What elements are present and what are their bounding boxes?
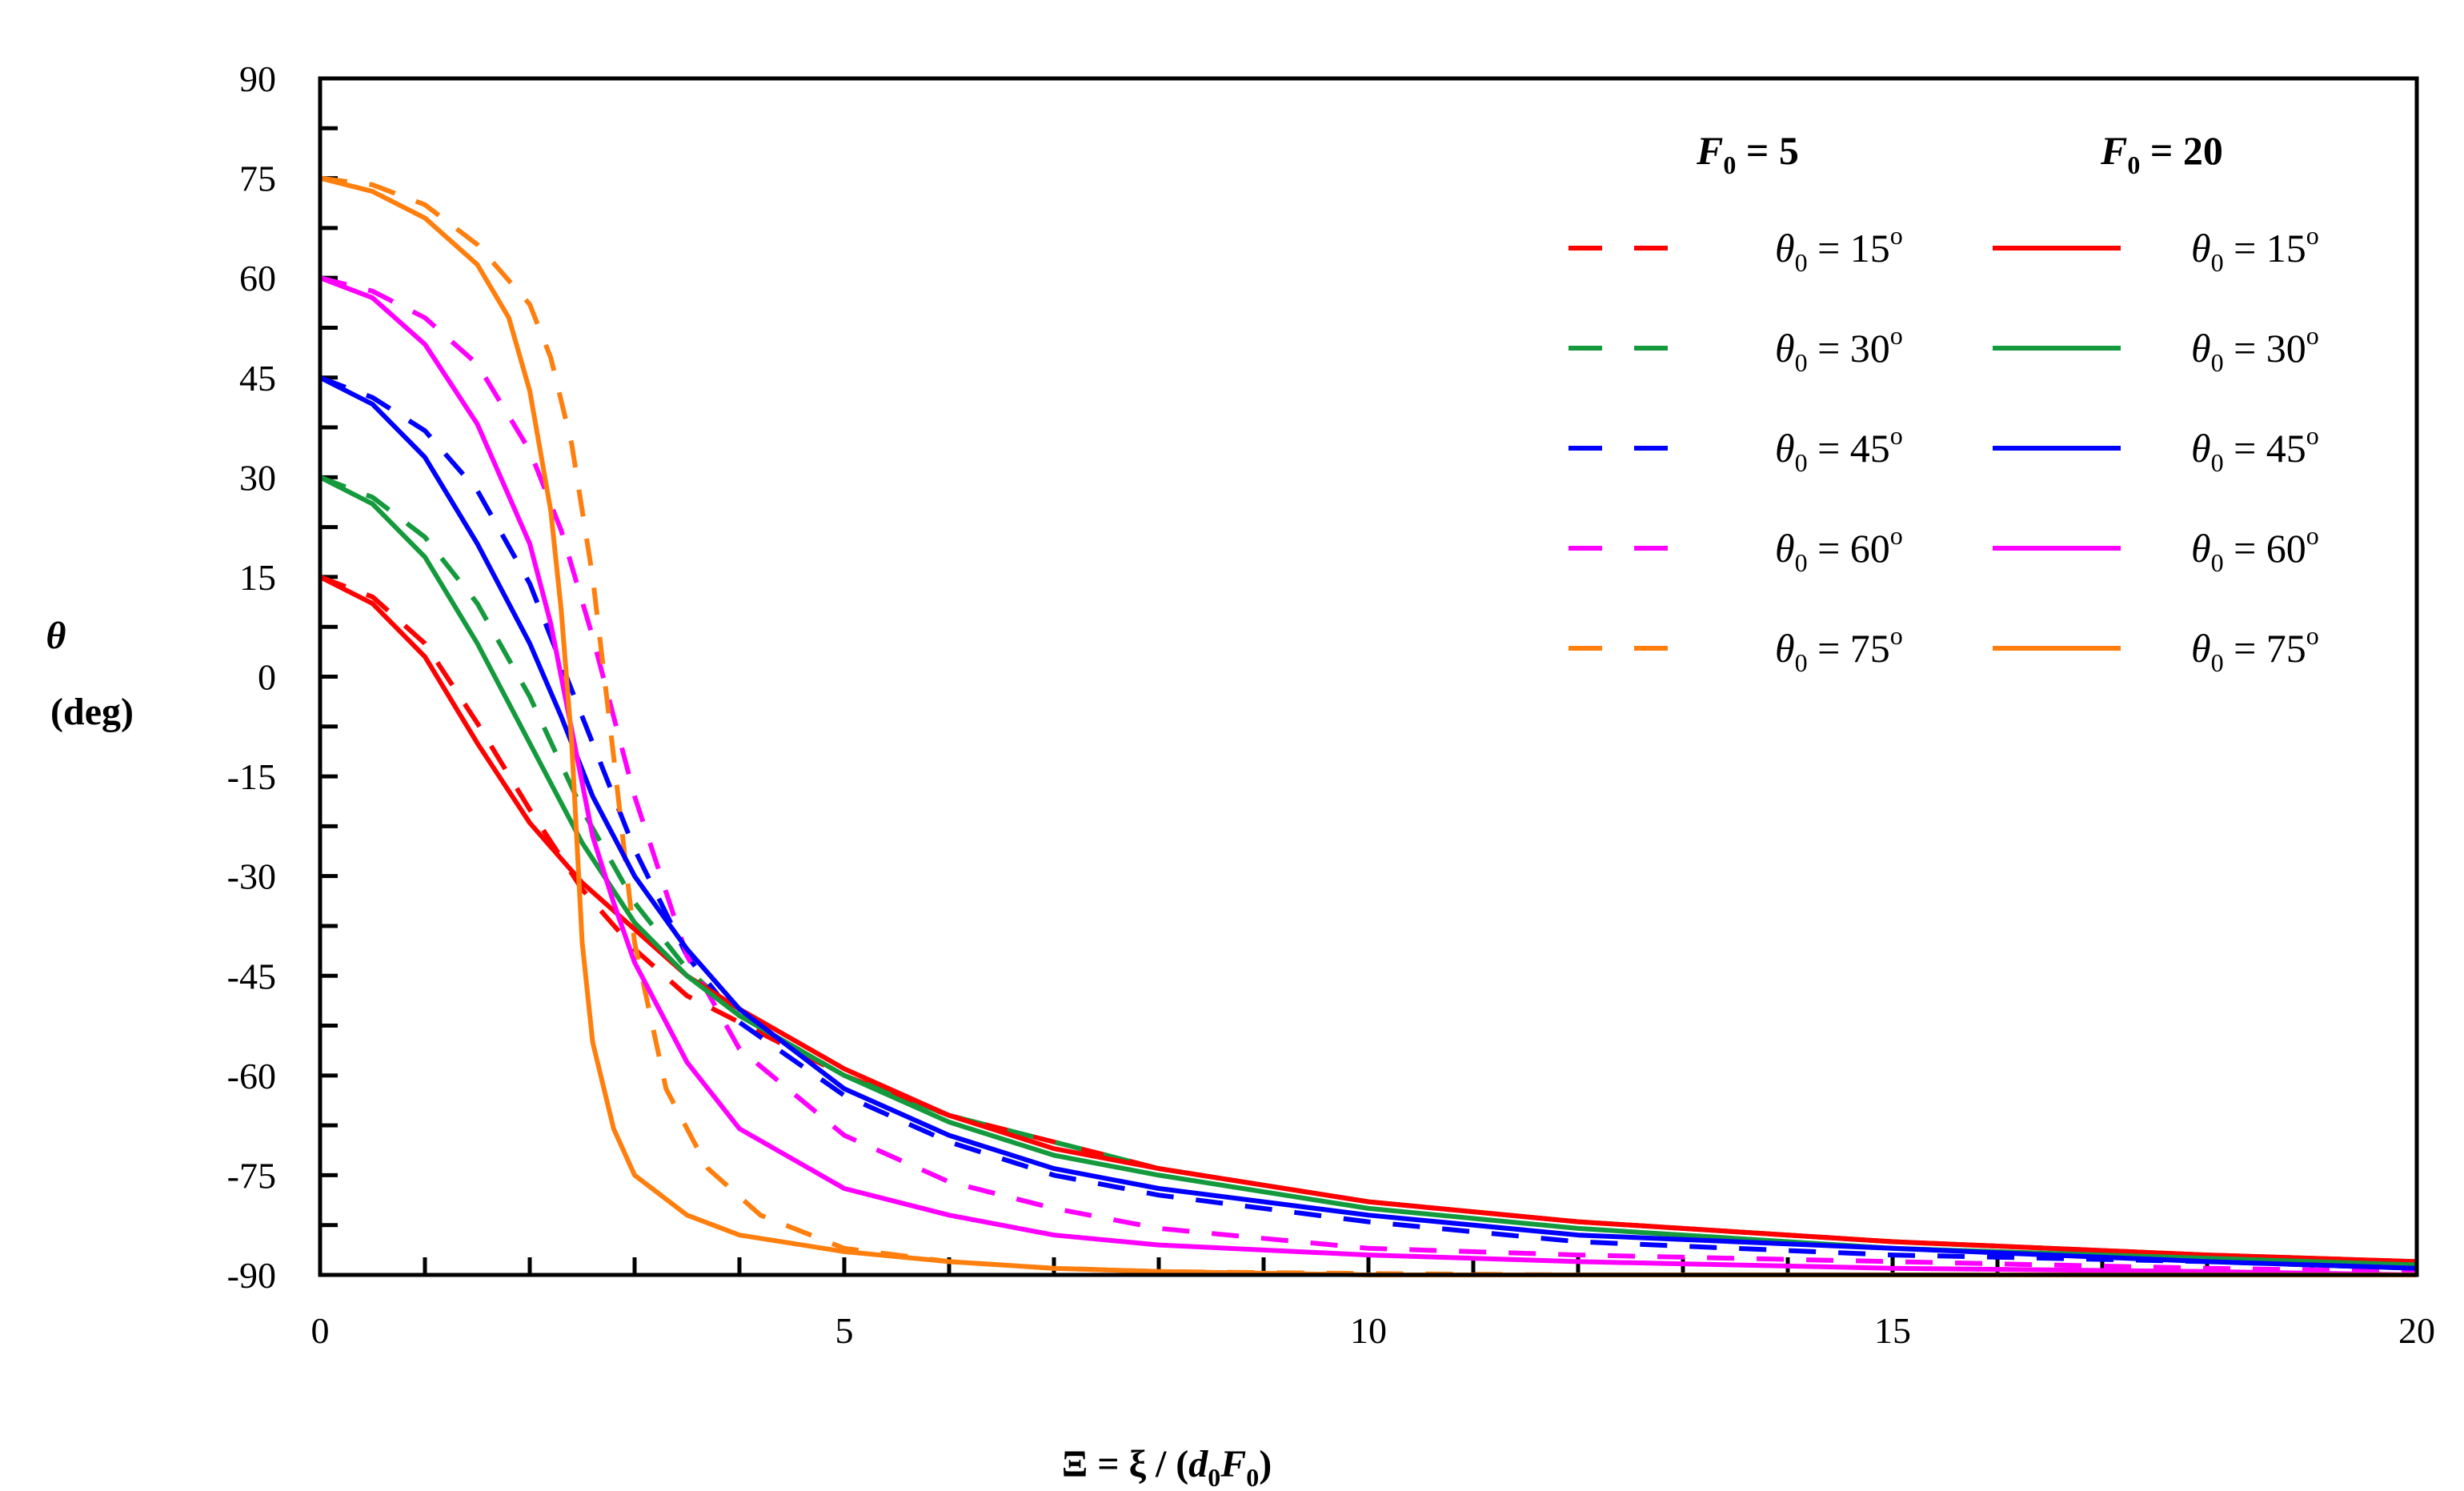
legend-label: θ0 = 15o: [2191, 221, 2319, 277]
y-tick-label: -15: [227, 756, 276, 797]
y-tick-label: 45: [239, 358, 276, 399]
x-axis-d: d: [1188, 1443, 1208, 1485]
y-tick-label: 30: [239, 457, 276, 498]
y-axis-symbol: θ: [46, 615, 66, 657]
tick-labels: 0 5 10 15 20 90 75 60 45 30 15 0 -15 -30 -45 -60 -75 -90: [227, 58, 2435, 1351]
y-tick-label: 60: [239, 258, 276, 299]
x-tick-label: 5: [835, 1310, 854, 1351]
legend-rows: θ0 = 15o θ0 = 15o θ0 = 30o θ0 = 30o θ0 = 45o…: [1569, 221, 2319, 677]
series-line: [319, 375, 2418, 1271]
x-tick-label: 15: [1874, 1310, 1911, 1351]
axis-ticks: [318, 76, 2419, 1277]
y-tick-label: 75: [239, 158, 276, 199]
x-axis-title: Ξ = ξ / (d0F0): [1062, 1443, 1272, 1491]
legend-label: θ0 = 75o: [2191, 621, 2319, 677]
legend-label: θ0 = 75o: [1775, 621, 1903, 677]
y-tick-label: 90: [239, 58, 276, 99]
x-tick-label: 20: [2398, 1310, 2435, 1351]
y-tick-label: -75: [227, 1155, 276, 1196]
x-axis-F-sub: 0: [1246, 1463, 1259, 1491]
series-line: [319, 475, 2418, 1268]
legend-label: θ0 = 45o: [2191, 421, 2319, 477]
legend-label: θ0 = 15o: [1775, 221, 1903, 277]
x-axis-F: F: [1220, 1443, 1246, 1485]
y-tick-label: -30: [227, 856, 276, 897]
series-line: [319, 475, 2418, 1265]
y-axis-title: θ (deg): [46, 615, 134, 733]
x-axis-lead: Ξ = ξ / (: [1062, 1443, 1189, 1485]
series-layer: [319, 175, 2418, 1277]
series-line: [319, 575, 2418, 1265]
y-axis-unit: (deg): [50, 691, 134, 733]
y-tick-label: 0: [258, 657, 276, 698]
legend-head-F5-base: F: [1696, 128, 1723, 173]
legend-label: θ0 = 60o: [1775, 521, 1903, 577]
series-line: [319, 275, 2418, 1274]
legend-head-F20-tail: = 20: [2140, 128, 2223, 173]
y-tick-label: 15: [239, 557, 276, 598]
x-axis-d-sub: 0: [1208, 1463, 1220, 1491]
series-line: [319, 375, 2418, 1271]
legend-head-F20: F0 = 20: [2100, 128, 2223, 179]
legend-head-F20-base: F: [2100, 128, 2127, 173]
legend-label: θ0 = 45o: [1775, 421, 1903, 477]
x-tick-label: 0: [311, 1310, 330, 1351]
legend-head-F5-sub: 0: [1723, 150, 1736, 179]
x-tick-label: 10: [1350, 1310, 1387, 1351]
series-line: [319, 175, 2417, 1277]
legend-head-F5-tail: = 5: [1736, 128, 1799, 173]
legend-label: θ0 = 30o: [2191, 321, 2319, 377]
y-tick-label: -45: [227, 956, 276, 996]
legend-label: θ0 = 30o: [1775, 321, 1903, 377]
legend-label: θ0 = 60o: [2191, 521, 2319, 577]
plot-frame: [318, 76, 2419, 1277]
legend-head-F5: F0 = 5: [1696, 128, 1799, 179]
series-line: [319, 275, 2418, 1277]
y-tick-label: -60: [227, 1056, 276, 1096]
y-tick-label: -90: [227, 1255, 276, 1296]
series-line: [319, 175, 2417, 1277]
x-axis-tail: ): [1259, 1443, 1272, 1485]
legend-head-F20-sub: 0: [2127, 150, 2140, 179]
